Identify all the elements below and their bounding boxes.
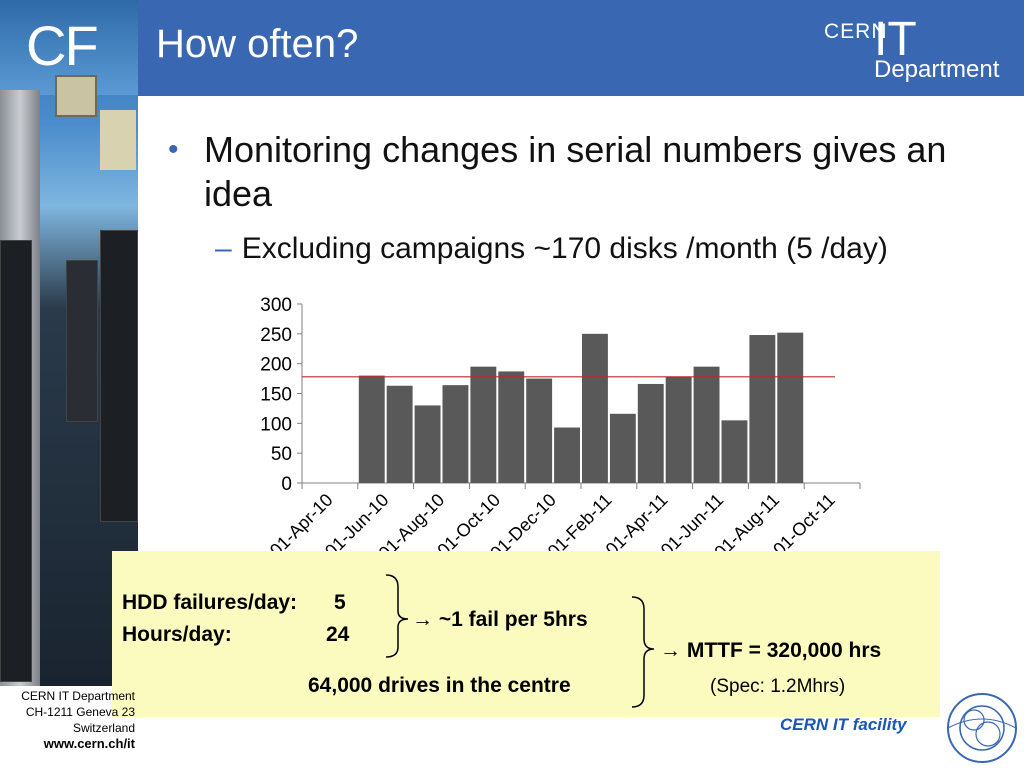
logo-cern-text: CERN [824, 20, 888, 43]
bar-Jun-11 [693, 366, 720, 483]
bar-Sep-11 [777, 332, 804, 483]
footer-url[interactable]: www.cern.ch/it [43, 736, 135, 751]
spec-text: (Spec: 1.2Mhrs) [710, 676, 846, 697]
y-tick-label: 250 [260, 325, 292, 346]
bar-Aug-11 [749, 335, 776, 483]
y-tick-label: 100 [260, 414, 292, 435]
mttf-text: → MTTF = 320,000 hrs [660, 639, 882, 662]
bullet-dot: • [168, 133, 179, 166]
photo-sign [55, 75, 97, 117]
y-tick-label: 200 [260, 355, 292, 376]
failures-bar-chart: 0 50 100 150 200 250 300 01-Apr-10 01-Jun-10 01-A… [230, 290, 870, 590]
footer-line-1: CERN IT Department [21, 689, 135, 703]
photo-rack [66, 260, 98, 422]
facility-label: CERN IT facility [780, 715, 907, 734]
y-tick-label: 300 [260, 295, 292, 316]
bar-Jul-11 [721, 420, 748, 483]
photo-rack [0, 240, 32, 682]
y-tick-label: 0 [281, 474, 292, 495]
footer-line-2: CH-1211 Geneva 23 [25, 705, 135, 719]
cern-it-logo: CERN IT Department [816, 12, 1016, 83]
logo-department-text: Department [874, 56, 1000, 83]
bar-Jan-11 [554, 427, 580, 483]
brace-lines [385, 574, 655, 708]
bar-Jun-10 [358, 375, 385, 483]
cf-badge: CF [26, 14, 99, 77]
drives-count-text: 64,000 drives in the centre [308, 674, 571, 697]
header-bar: How often? CERN IT Department [138, 0, 1024, 96]
y-tick-label: 50 [271, 444, 292, 465]
photo-rack [100, 230, 138, 522]
bar-Apr-11 [637, 383, 664, 483]
bar-Dec-10 [526, 378, 553, 483]
bar-Sep-10 [442, 385, 469, 483]
footer-line-3: Switzerland [72, 721, 135, 735]
hours-per-day-label: Hours/day: [122, 623, 232, 646]
bar-Feb-11 [582, 333, 608, 483]
datacenter-photo [0, 0, 138, 686]
hdd-failures-label: HDD failures/day: [122, 591, 298, 614]
bar-Jul-10 [386, 385, 413, 483]
fail-rate-text: → ~1 fail per 5hrs [412, 608, 588, 631]
note-box: HDD failures/day: 5 Hours/day: 24 → ~1 f… [112, 551, 940, 717]
bar-Aug-10 [414, 405, 441, 483]
cern-emblem-icon [947, 693, 1017, 763]
footer-address: CERN IT Department CH-1211 Geneva 23 Swi… [0, 688, 135, 752]
bullet-main: • Monitoring changes in serial numbers g… [168, 128, 988, 216]
right-brace [631, 596, 655, 708]
bar-May-11 [665, 376, 692, 483]
bullet-sub-text: Excluding campaigns ~170 disks /month (5… [241, 232, 888, 265]
bullet-dash: – [215, 232, 232, 265]
bar-Nov-10 [498, 371, 525, 483]
left-brace [385, 574, 409, 658]
x-tick-label: 01-Oct-11 [769, 490, 839, 560]
bar-Mar-11 [609, 413, 636, 483]
chart-svg: 05010015020025030001-Apr-1001-Jun-1001-A… [260, 295, 861, 563]
hdd-failures-value: 5 [334, 591, 346, 614]
hours-per-day-value: 24 [326, 623, 350, 646]
bar-Oct-10 [470, 366, 497, 483]
photo-poster [100, 110, 136, 170]
y-tick-label: 150 [260, 385, 292, 406]
logo-it-text: IT [874, 13, 917, 66]
slide-title: How often? [156, 22, 359, 66]
bullet-sub: – Excluding campaigns ~170 disks /month (… [215, 232, 888, 266]
bullet-main-text: Monitoring changes in serial numbers giv… [204, 129, 947, 214]
